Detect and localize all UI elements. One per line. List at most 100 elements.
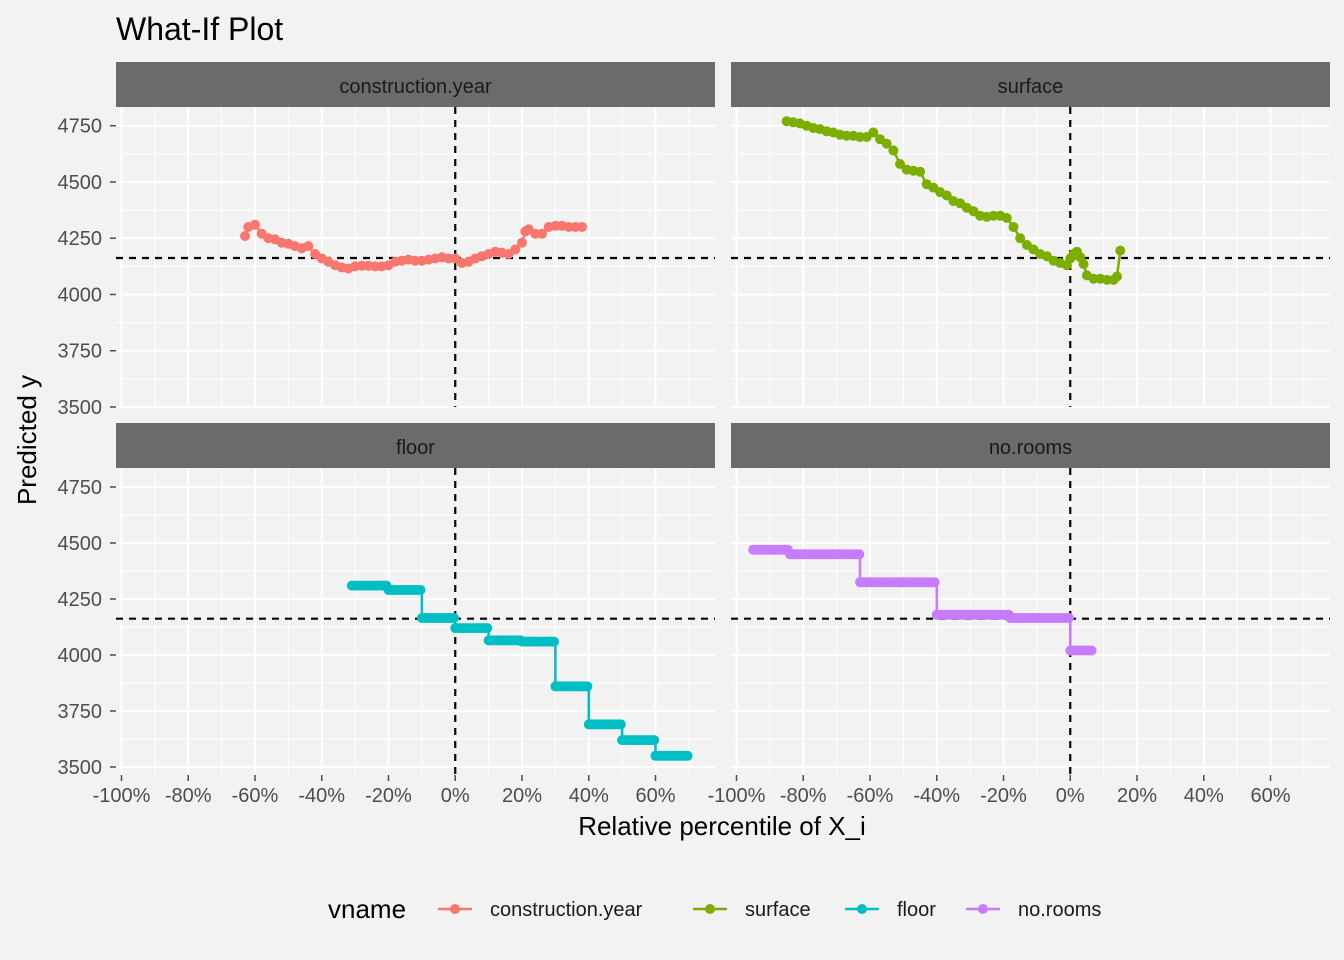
facet-strip-label: no.rooms <box>989 437 1072 459</box>
data-point <box>415 585 426 595</box>
x-tick-label: 0% <box>1056 785 1085 807</box>
legend-key-point <box>450 904 460 914</box>
legend-label: construction.year <box>490 899 643 921</box>
data-point <box>941 190 952 201</box>
data-point <box>888 145 899 156</box>
y-tick-label: 4500 <box>58 533 103 555</box>
data-point <box>240 231 250 241</box>
x-tick-label: -100% <box>708 785 766 807</box>
legend-item-floor: floor <box>845 899 936 921</box>
facet-strip-label: construction.year <box>339 76 492 98</box>
data-point <box>517 237 527 248</box>
data-point <box>549 636 559 647</box>
gridlines <box>116 468 715 775</box>
facet-strip <box>116 62 715 107</box>
x-tick-label: -40% <box>913 785 960 807</box>
facet-panel-construction-year: construction.year <box>116 62 715 408</box>
x-tick-label: 40% <box>569 785 609 807</box>
x-tick-label: -80% <box>165 785 212 807</box>
data-point <box>1063 613 1074 623</box>
y-tick-label: 4250 <box>58 589 103 611</box>
x-tick-label: 20% <box>502 785 542 807</box>
legend-label: no.rooms <box>1018 899 1101 921</box>
x-tick-label: 60% <box>1250 785 1290 807</box>
data-point <box>482 623 493 634</box>
series-points <box>346 580 693 761</box>
x-tick-label: -20% <box>980 785 1027 807</box>
x-tick-label: -40% <box>298 785 345 807</box>
legend: vname construction.year surface floor no.ro… <box>328 894 1101 924</box>
data-point <box>1015 233 1026 244</box>
data-point <box>649 735 660 746</box>
x-tick-label: -100% <box>93 785 151 807</box>
y-axis-title: Predicted y <box>12 375 42 505</box>
data-point <box>915 166 926 177</box>
data-point <box>537 228 547 239</box>
series-points <box>240 219 588 274</box>
y-tick-label: 3750 <box>58 341 103 363</box>
data-point <box>881 138 892 149</box>
data-point <box>250 219 260 230</box>
legend-label: floor <box>897 899 936 921</box>
data-point <box>895 159 905 169</box>
facet-panels: construction.year surface floor no.rooms <box>116 62 1330 775</box>
panel-background <box>116 468 715 775</box>
legend-item-no-rooms: no.rooms <box>966 899 1101 921</box>
x-tick-label: 0% <box>441 785 470 807</box>
y-tick-label: 4500 <box>58 172 103 194</box>
facet-strip-label: floor <box>396 437 435 459</box>
legend-key-point <box>705 904 715 914</box>
x-axis-ticks: -100% -80% -60% -40% -20% 0% 20% 40% 60% -100% -80… <box>93 775 1291 807</box>
data-point <box>577 222 588 232</box>
legend-item-construction-year: construction.year <box>438 899 643 921</box>
data-point <box>1086 645 1097 656</box>
data-point <box>582 681 593 692</box>
data-point <box>854 549 865 560</box>
data-point <box>1008 222 1019 232</box>
data-point <box>615 719 626 730</box>
data-point <box>510 244 521 255</box>
y-tick-label: 4750 <box>58 477 103 499</box>
data-point <box>682 750 693 761</box>
y-tick-label: 3750 <box>58 701 103 723</box>
y-tick-label: 4750 <box>58 116 103 138</box>
facet-panel-no-rooms: no.rooms <box>731 423 1330 775</box>
legend-item-surface: surface <box>693 899 811 921</box>
x-tick-label: -60% <box>232 785 279 807</box>
facet-strip <box>116 423 715 468</box>
data-point <box>448 613 459 623</box>
legend-key-point <box>978 904 988 914</box>
series-points <box>781 116 1126 285</box>
facet-panel-floor: floor <box>116 423 715 775</box>
y-tick-label: 3500 <box>58 397 103 419</box>
x-tick-label: -60% <box>847 785 894 807</box>
y-tick-label: 4000 <box>58 284 103 306</box>
data-point <box>929 577 940 588</box>
x-tick-label: 60% <box>635 785 675 807</box>
legend-key-point <box>857 904 867 914</box>
data-point <box>1112 271 1122 282</box>
data-point <box>1115 245 1126 256</box>
data-point <box>868 127 879 138</box>
facet-panel-surface: surface <box>731 62 1330 408</box>
series-points <box>748 544 1097 656</box>
y-tick-label: 4250 <box>58 228 103 250</box>
x-tick-label: -20% <box>365 785 412 807</box>
legend-title: vname <box>328 894 406 924</box>
data-point <box>1078 259 1089 270</box>
data-point <box>303 241 314 252</box>
legend-label: surface <box>745 899 811 921</box>
y-tick-label: 4000 <box>58 645 103 667</box>
chart-title: What-If Plot <box>116 11 283 47</box>
gridlines <box>116 107 715 408</box>
x-tick-label: 20% <box>1117 785 1157 807</box>
facet-strip-label: surface <box>998 76 1064 98</box>
facet-strip <box>731 423 1330 468</box>
facet-strip <box>731 62 1330 107</box>
y-tick-label: 3500 <box>58 757 103 779</box>
x-tick-label: -80% <box>780 785 827 807</box>
y-axis-ticks: 3500 3750 4000 4250 4500 4750 3500 3750 4000 4250… <box>58 116 116 779</box>
gridlines <box>731 468 1330 775</box>
data-point <box>1001 213 1012 223</box>
